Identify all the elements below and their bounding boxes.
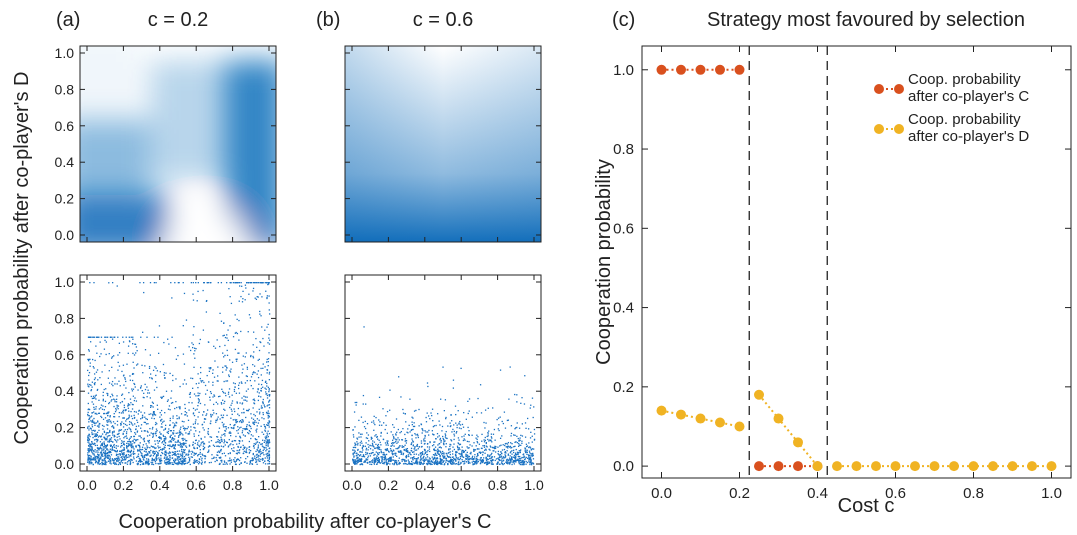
y-tick-label: 1.0 [55, 274, 75, 290]
scatter-b-frame [344, 274, 542, 472]
panel-c-title: Strategy most favoured by selection [707, 9, 1025, 31]
data-point [695, 413, 706, 424]
data-point [910, 461, 920, 472]
x-tick-label: 0.4 [150, 477, 170, 493]
y-tick-label: 0.2 [55, 420, 75, 436]
y-tick-label: 0.8 [55, 310, 75, 326]
data-point [695, 64, 706, 75]
data-point [715, 64, 725, 75]
data-point [715, 417, 725, 428]
scatter-a-frame [79, 274, 277, 472]
x-tick-label: 0.8 [223, 477, 243, 493]
legend-marker-coop-d [874, 124, 884, 134]
heatmap-a [80, 46, 276, 242]
heatmap-a-frame [79, 45, 277, 243]
c-x-tick-label: 0.2 [729, 485, 750, 502]
heatmap-b-frame [344, 45, 542, 243]
legend-label-coop-d: Coop. probability after co-player's D [908, 111, 1029, 145]
c-y-tick-label: 1.0 [613, 62, 634, 79]
panel-c-plot: 0.0 0.2 0.4 0.6 0.8 1.0 0.0 0.2 0.4 0.6 0.8 1.0 [613, 46, 1071, 502]
data-point [656, 405, 667, 416]
c-x-tick-label: 0.8 [963, 485, 984, 502]
data-point [793, 461, 803, 472]
x-tick-label: 1.0 [259, 477, 279, 493]
data-point [734, 421, 745, 432]
y-tick-label: 1.0 [55, 45, 75, 61]
y-tick-label: 0.6 [55, 118, 75, 134]
legend-label-coop-c: Coop. probability after co-player's C [908, 71, 1029, 105]
panel-a-label: (a) [56, 9, 80, 31]
data-point [871, 461, 881, 472]
shared-y-label: Cooperation probability after co-player'… [11, 72, 33, 445]
data-point [754, 461, 764, 472]
data-point [773, 413, 784, 424]
series-line [661, 409, 740, 428]
data-point [676, 409, 686, 420]
data-point [968, 461, 979, 472]
data-point [929, 461, 940, 472]
scatter-a [87, 282, 271, 466]
scatter-b [352, 326, 536, 466]
data-point [1027, 461, 1037, 472]
legend: Coop. probability after co-player's C Coo… [874, 71, 1029, 145]
x-tick-label: 0.6 [186, 477, 206, 493]
c-y-tick-label: 0.2 [613, 379, 634, 396]
axis-ticks: 0.00.20.40.60.81.00.00.00.20.20.40.40.60… [55, 45, 544, 493]
data-point [812, 461, 823, 472]
panel-c-y-label: Cooperation probability [593, 159, 615, 365]
panel-c-label: (c) [612, 9, 635, 31]
y-tick-label: 0.4 [55, 154, 75, 170]
data-point [890, 461, 901, 472]
x-tick-label: 0.6 [451, 477, 471, 493]
x-tick-label: 0.2 [114, 477, 134, 493]
panel-a-title: c = 0.2 [148, 9, 209, 31]
y-tick-label: 0.0 [55, 456, 75, 472]
data-point [1046, 461, 1057, 472]
x-tick-label: 0.4 [415, 477, 435, 493]
data-point [832, 461, 842, 472]
data-point [949, 461, 959, 472]
c-x-tick-label: 0.0 [651, 485, 672, 502]
legend-marker-coop-c [874, 84, 884, 94]
data-point [851, 461, 862, 472]
y-tick-label: 0.8 [55, 81, 75, 97]
panel-b-label: (b) [316, 9, 340, 31]
y-tick-label: 0.6 [55, 347, 75, 363]
c-y-tick-label: 0.4 [613, 300, 634, 317]
heatmap-b [345, 46, 541, 242]
data-point [734, 64, 745, 75]
data-point [754, 389, 764, 400]
panel-c-x-label: Cost c [838, 495, 895, 517]
c-x-tick-label: 0.4 [807, 485, 828, 502]
series-line [758, 394, 819, 467]
y-tick-label: 0.0 [55, 227, 75, 243]
x-tick-label: 1.0 [524, 477, 544, 493]
x-tick-label: 0.8 [488, 477, 508, 493]
shared-x-label: Cooperation probability after co-player'… [119, 511, 492, 533]
data-point [988, 461, 998, 472]
x-tick-label: 0.0 [342, 477, 362, 493]
legend-entry-coop-d: Coop. probability after co-player's D [874, 111, 1029, 145]
x-tick-label: 0.2 [379, 477, 399, 493]
c-y-tick-label: 0.8 [613, 141, 634, 158]
data-point [773, 461, 784, 472]
data-point [656, 64, 667, 75]
x-tick-label: 0.0 [77, 477, 97, 493]
panel-c-frame [641, 45, 1072, 479]
data-point [676, 64, 686, 75]
c-x-tick-label: 0.6 [885, 485, 906, 502]
data-point [1007, 461, 1018, 472]
c-x-tick-label: 1.0 [1041, 485, 1062, 502]
legend-entry-coop-c: Coop. probability after co-player's C [874, 71, 1029, 105]
c-y-tick-label: 0.6 [613, 220, 634, 237]
y-tick-label: 0.2 [55, 191, 75, 207]
data-point [793, 437, 803, 448]
c-y-tick-label: 0.0 [613, 458, 634, 475]
panel-b-title: c = 0.6 [413, 9, 474, 31]
y-tick-label: 0.4 [55, 383, 75, 399]
